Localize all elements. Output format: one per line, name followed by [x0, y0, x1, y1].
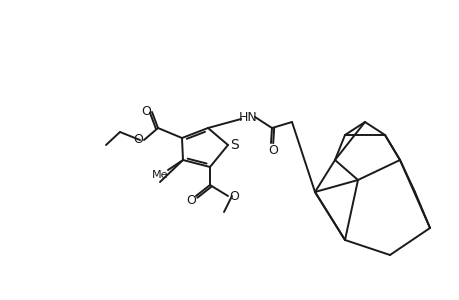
- Text: O: O: [133, 133, 143, 146]
- Text: O: O: [229, 190, 238, 202]
- Text: O: O: [185, 194, 196, 208]
- Text: S: S: [230, 138, 239, 152]
- Text: HN: HN: [238, 110, 257, 124]
- Text: Me: Me: [151, 170, 168, 180]
- Text: O: O: [141, 104, 151, 118]
- Text: O: O: [268, 143, 277, 157]
